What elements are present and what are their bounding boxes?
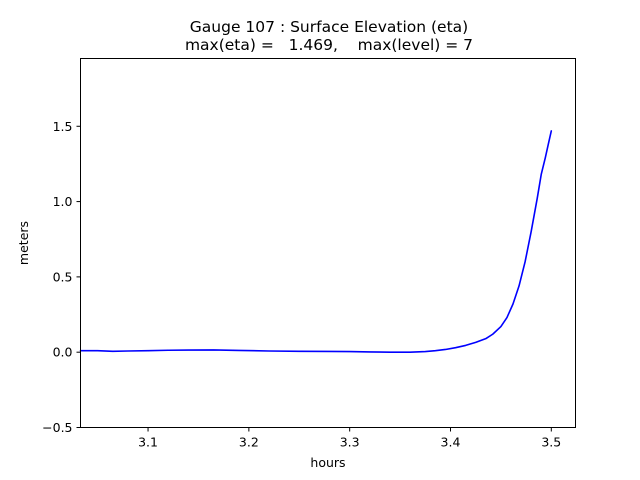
y-tick-label: 0.5 (53, 269, 73, 284)
x-axis-ticks: 3.1 3.2 3.3 3.4 3.5 (138, 427, 561, 450)
x-tick-label: 3.3 (340, 435, 360, 450)
x-tick-label: 3.2 (239, 435, 259, 450)
y-tick-label: 0.0 (53, 345, 73, 360)
x-tick-label: 3.4 (441, 435, 461, 450)
x-tick-label: 3.1 (138, 435, 158, 450)
chart-title: Gauge 107 : Surface Elevation (eta) (190, 18, 468, 36)
y-tick-label: −0.5 (42, 420, 72, 435)
y-axis-ticks: −0.5 0.0 0.5 1.0 1.5 (42, 119, 81, 435)
eta-series-line (79, 130, 553, 353)
x-tick-label: 3.5 (541, 435, 561, 450)
y-tick-label: 1.5 (53, 119, 73, 134)
chart-subtitle: max(eta) = 1.469, max(level) = 7 (185, 36, 473, 54)
y-tick-label: 1.0 (53, 194, 73, 209)
x-axis-label: hours (310, 455, 345, 470)
data-lines (79, 130, 553, 353)
y-axis-label: meters (16, 221, 31, 265)
plot-area (79, 58, 576, 428)
plot-frame (80, 58, 576, 428)
